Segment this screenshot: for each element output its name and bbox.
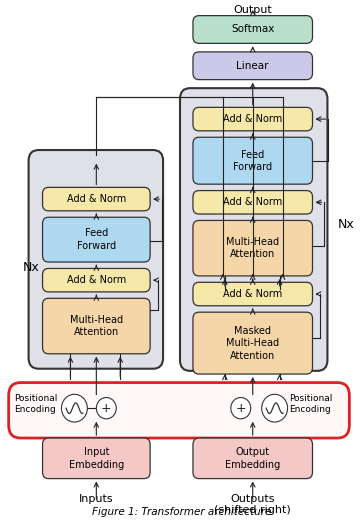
FancyBboxPatch shape: [193, 107, 313, 131]
FancyBboxPatch shape: [43, 187, 150, 211]
FancyBboxPatch shape: [193, 52, 313, 80]
Text: Feed
Forward: Feed Forward: [77, 228, 116, 251]
FancyBboxPatch shape: [193, 190, 313, 214]
Text: Softmax: Softmax: [231, 24, 274, 34]
Text: +: +: [101, 401, 112, 414]
Circle shape: [96, 397, 116, 419]
Text: Output
Embedding: Output Embedding: [225, 447, 280, 470]
Text: Add & Norm: Add & Norm: [223, 114, 282, 124]
FancyBboxPatch shape: [43, 438, 150, 478]
Text: Add & Norm: Add & Norm: [67, 194, 126, 204]
Text: Positional
Encoding: Positional Encoding: [13, 394, 57, 413]
FancyBboxPatch shape: [193, 282, 313, 306]
Text: Add & Norm: Add & Norm: [223, 197, 282, 207]
FancyBboxPatch shape: [193, 438, 313, 478]
FancyBboxPatch shape: [43, 268, 150, 292]
FancyBboxPatch shape: [29, 150, 163, 369]
Text: +: +: [236, 401, 246, 414]
Text: Output
Probabilities: Output Probabilities: [219, 5, 287, 27]
Text: Masked
Multi-Head
Attention: Masked Multi-Head Attention: [226, 326, 279, 360]
FancyBboxPatch shape: [193, 220, 313, 276]
FancyBboxPatch shape: [9, 383, 349, 438]
FancyBboxPatch shape: [193, 16, 313, 43]
Circle shape: [231, 397, 251, 419]
Text: Outputs
(shifted right): Outputs (shifted right): [214, 493, 291, 515]
Text: Multi-Head
Attention: Multi-Head Attention: [70, 315, 123, 337]
Circle shape: [62, 394, 87, 422]
Text: Nx: Nx: [23, 261, 39, 274]
FancyBboxPatch shape: [43, 217, 150, 262]
Text: Add & Norm: Add & Norm: [223, 289, 282, 299]
FancyBboxPatch shape: [193, 137, 313, 184]
Circle shape: [262, 394, 288, 422]
Text: Add & Norm: Add & Norm: [67, 275, 126, 285]
Text: Figure 1: Transformer architecture: Figure 1: Transformer architecture: [92, 508, 272, 517]
FancyBboxPatch shape: [43, 298, 150, 354]
FancyBboxPatch shape: [180, 88, 328, 371]
Text: Inputs: Inputs: [79, 493, 114, 503]
Text: Linear: Linear: [237, 61, 269, 71]
FancyBboxPatch shape: [193, 312, 313, 374]
Text: Input
Embedding: Input Embedding: [69, 447, 124, 470]
Text: Feed
Forward: Feed Forward: [233, 150, 272, 172]
Text: Multi-Head
Attention: Multi-Head Attention: [226, 237, 279, 259]
Text: Nx: Nx: [337, 218, 354, 231]
Text: Positional
Encoding: Positional Encoding: [290, 394, 333, 413]
